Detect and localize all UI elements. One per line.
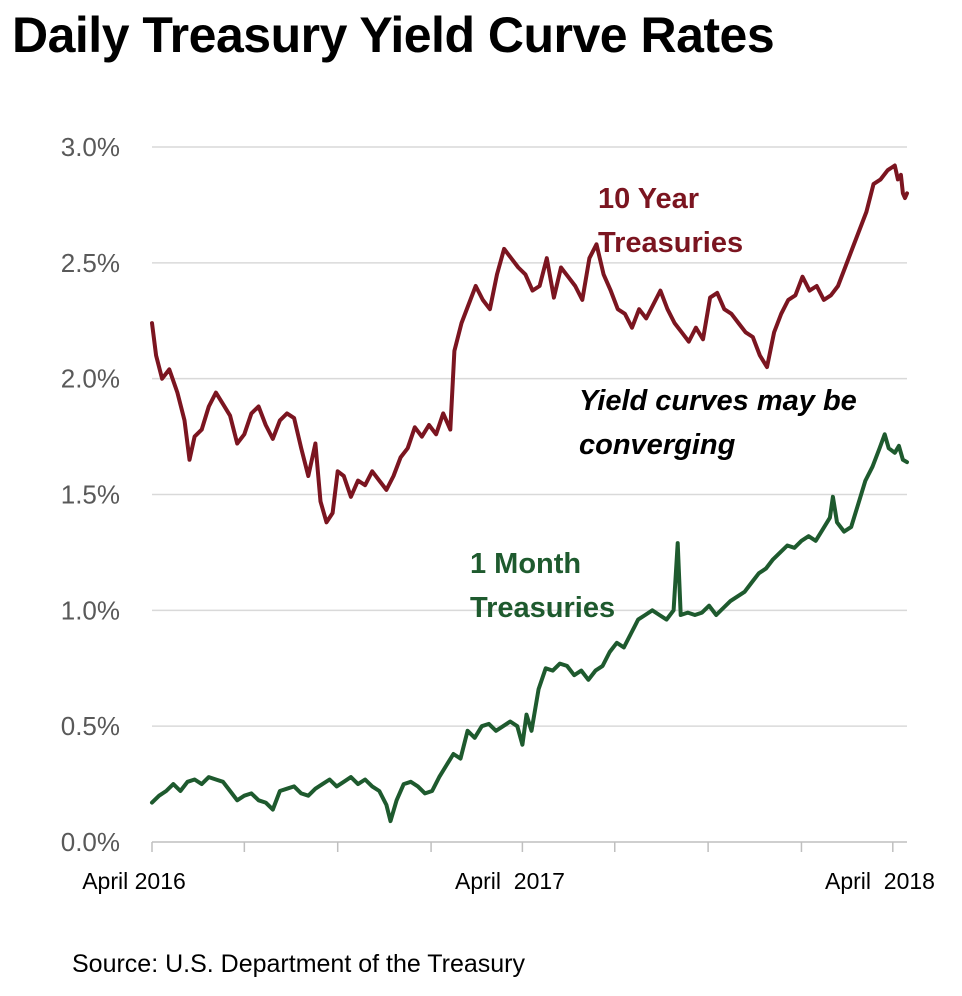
series-line <box>150 163 909 525</box>
line-chart: 0.0%0.5%1.0%1.5%2.0%2.5%3.0% April 2016 A… <box>61 132 935 894</box>
chart-title: Daily Treasury Yield Curve Rates <box>12 7 775 63</box>
x-tick-label: April 2016 <box>82 868 186 894</box>
series-label: 10 Year <box>598 183 699 215</box>
y-tick-label: 2.0% <box>61 364 120 394</box>
y-tick-label: 1.0% <box>61 595 120 625</box>
annotation-text: Yield curves may be <box>579 385 857 417</box>
x-tick-labels: April 2016 April 2017 April 2018 <box>82 868 935 894</box>
annotation: Yield curves may be converging <box>579 385 857 461</box>
series-label: 1 Month <box>470 548 581 580</box>
x-axis <box>151 841 907 852</box>
source-note: Source: U.S. Department of the Treasury <box>72 950 525 978</box>
series-label: Treasuries <box>598 227 743 259</box>
annotation-text: converging <box>579 429 736 461</box>
y-tick-label: 3.0% <box>61 132 120 162</box>
series-line <box>150 432 909 824</box>
y-tick-label: 0.5% <box>61 711 120 741</box>
y-tick-label: 0.0% <box>61 827 120 857</box>
x-tick-label: April 2017 <box>455 868 565 894</box>
gridlines <box>152 146 907 727</box>
series-labels: 10 Year Treasuries 1 Month Treasuries <box>470 183 743 624</box>
series-label: Treasuries <box>470 592 615 624</box>
y-tick-label: 2.5% <box>61 248 120 278</box>
y-tick-labels: 0.0% 0.5% 1.0% 1.5% 2.0% 2.5% 3.0% <box>61 132 120 857</box>
x-tick-label: April 2018 <box>825 868 935 894</box>
series-lines <box>150 163 909 824</box>
y-tick-label: 1.5% <box>61 480 120 510</box>
